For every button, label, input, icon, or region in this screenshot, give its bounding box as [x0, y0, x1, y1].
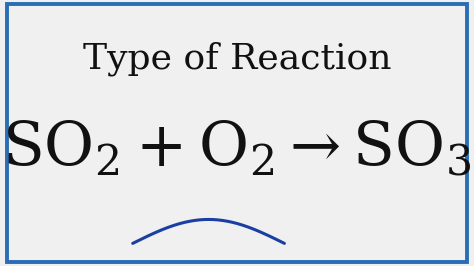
Text: Type of Reaction: Type of Reaction	[83, 41, 391, 76]
Text: $\mathregular{SO_2 + O_2 \rightarrow SO_3}$: $\mathregular{SO_2 + O_2 \rightarrow SO_…	[2, 119, 472, 179]
